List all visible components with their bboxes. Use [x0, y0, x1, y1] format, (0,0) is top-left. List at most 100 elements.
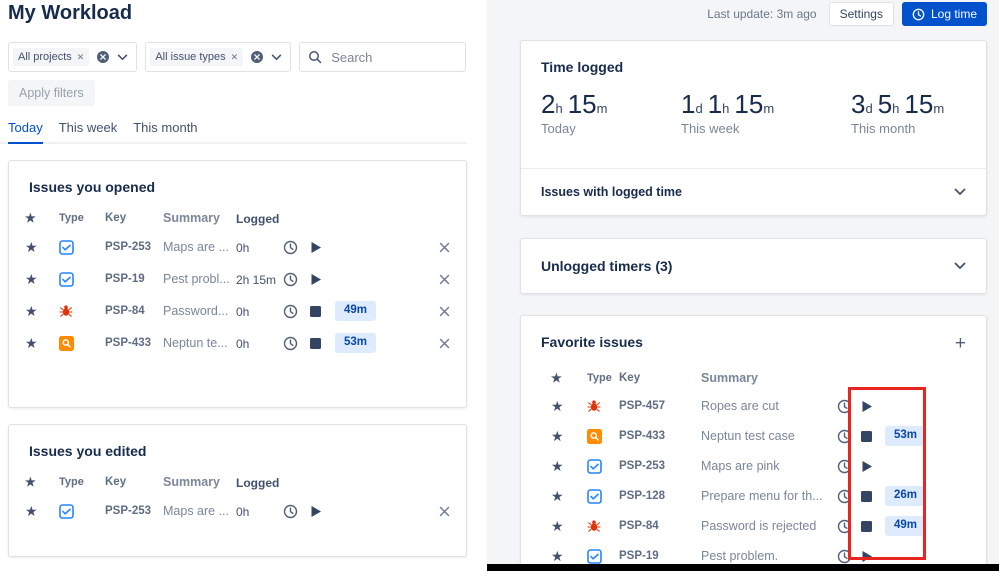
- favorite-star-button[interactable]: ★: [551, 549, 579, 563]
- favorite-star-button[interactable]: ★: [25, 336, 51, 350]
- chevron-down-icon[interactable]: [954, 262, 966, 270]
- favorite-star-button[interactable]: ★: [551, 399, 579, 413]
- dismiss-issue-button[interactable]: [439, 242, 450, 253]
- issue-key-link[interactable]: PSP-253: [105, 505, 152, 517]
- favorite-star-button[interactable]: ★: [25, 504, 51, 518]
- issue-type-cell: [51, 335, 93, 351]
- dismiss-issue-button[interactable]: [439, 306, 450, 317]
- favorite-issues-header: Favorite issues +: [521, 316, 986, 353]
- favorite-star-button[interactable]: ★: [551, 429, 579, 443]
- add-favorite-button[interactable]: +: [954, 333, 966, 354]
- log-time-icon-button[interactable]: [833, 399, 861, 414]
- log-time-icon-button[interactable]: [833, 429, 861, 444]
- stop-timer-button[interactable]: [310, 337, 335, 349]
- issue-type-cell: [579, 428, 613, 444]
- time-stat: 3d 5h 15m This month: [851, 89, 966, 136]
- favorite-issues-card: Favorite issues + ★ Type Key Summary ★ P…: [520, 315, 987, 567]
- settings-button[interactable]: Settings: [828, 2, 894, 26]
- timer-duration-badge: 53m: [335, 333, 377, 353]
- favorite-star-button[interactable]: ★: [551, 459, 579, 473]
- tab-today[interactable]: Today: [8, 120, 43, 144]
- log-time-icon-button[interactable]: [283, 304, 310, 319]
- projects-filter-chip[interactable]: All projects ✕: [13, 48, 90, 66]
- stop-timer-button[interactable]: [310, 305, 335, 317]
- dismiss-issue-button[interactable]: [439, 506, 450, 517]
- log-time-icon-button[interactable]: [283, 504, 310, 519]
- start-timer-button[interactable]: [310, 241, 335, 254]
- issue-key-link[interactable]: PSP-433: [619, 430, 666, 442]
- issue-types-filter-select[interactable]: All issue types ✕: [145, 42, 292, 72]
- chevron-down-icon[interactable]: [117, 54, 128, 61]
- unlogged-timers-card[interactable]: Unlogged timers (3): [520, 238, 987, 294]
- stop-timer-button[interactable]: [861, 430, 885, 442]
- issue-row: ★ PSP-433 Neptun test case 53m: [521, 421, 986, 451]
- projects-filter-select[interactable]: All projects ✕: [8, 42, 138, 72]
- stop-timer-button[interactable]: [861, 520, 885, 532]
- issue-types-filter-chip-label: All issue types: [155, 51, 226, 63]
- column-type: Type: [59, 212, 84, 224]
- start-timer-button[interactable]: [861, 400, 885, 413]
- issue-summary: Neptun test case: [701, 429, 795, 443]
- tab-this-month[interactable]: This month: [133, 120, 198, 135]
- log-time-icon-button[interactable]: [833, 519, 861, 534]
- issue-key-link[interactable]: PSP-457: [619, 400, 666, 412]
- log-time-button[interactable]: Log time: [901, 2, 987, 26]
- start-timer-button[interactable]: [861, 550, 885, 563]
- issues-with-logged-time-toggle[interactable]: Issues with logged time: [521, 168, 986, 215]
- clock-icon: [283, 304, 298, 318]
- favorite-star-button[interactable]: ★: [25, 240, 51, 254]
- apply-filters-button[interactable]: Apply filters: [8, 80, 95, 106]
- issue-key-link[interactable]: PSP-19: [105, 273, 145, 285]
- issues-opened-card: Issues you opened ★ Type Key Summary Log…: [8, 160, 467, 408]
- issue-key-link[interactable]: PSP-84: [105, 305, 145, 317]
- star-icon: ★: [551, 548, 564, 564]
- issue-summary: Maps are ...: [163, 240, 229, 254]
- log-time-icon-button[interactable]: [833, 549, 861, 564]
- left-panel: My Workload All projects ✕ All issue typ…: [0, 0, 487, 571]
- issues-opened-rows: ★ PSP-253 Maps are ... 0h ★ PSP-19 Pest p…: [9, 231, 466, 359]
- tab-this-week[interactable]: This week: [58, 120, 118, 135]
- log-time-icon-button[interactable]: [283, 336, 310, 351]
- favorite-star-button[interactable]: ★: [551, 489, 579, 503]
- timer-duration-badge: 26m: [885, 486, 927, 506]
- issue-key-link[interactable]: PSP-253: [105, 241, 152, 253]
- favorite-star-button[interactable]: ★: [25, 272, 51, 286]
- start-timer-button[interactable]: [310, 273, 335, 286]
- start-timer-button[interactable]: [310, 505, 335, 518]
- clock-icon: [283, 240, 298, 254]
- issuetype-task-icon: [59, 503, 74, 519]
- clear-filter-icon[interactable]: [96, 50, 110, 64]
- chip-remove-icon[interactable]: ✕: [230, 51, 239, 62]
- dismiss-issue-button[interactable]: [439, 274, 450, 285]
- issue-summary: Pest probl...: [163, 272, 230, 286]
- search-box[interactable]: [299, 42, 467, 72]
- issue-key-link[interactable]: PSP-84: [619, 520, 659, 532]
- log-time-icon-button[interactable]: [283, 272, 310, 287]
- chip-remove-icon[interactable]: ✕: [76, 51, 85, 62]
- issue-row: ★ PSP-253 Maps are ... 0h: [9, 495, 466, 527]
- favorite-star-button[interactable]: ★: [25, 304, 51, 318]
- bottom-bar: [487, 564, 999, 571]
- issue-key-link[interactable]: PSP-19: [619, 550, 659, 562]
- log-time-icon-button[interactable]: [833, 489, 861, 504]
- dismiss-issue-button[interactable]: [439, 338, 450, 349]
- timer-duration-cell: 49m: [885, 516, 955, 536]
- stop-timer-button[interactable]: [861, 490, 885, 502]
- issue-key-link[interactable]: PSP-253: [619, 460, 666, 472]
- issue-key-link[interactable]: PSP-433: [105, 337, 152, 349]
- issuetype-test-icon: [587, 428, 602, 444]
- time-stat: 1d 1h 15m This week: [681, 89, 851, 136]
- log-time-icon-button[interactable]: [833, 459, 861, 474]
- favorite-star-button[interactable]: ★: [551, 519, 579, 533]
- logged-value: 0h: [236, 241, 250, 256]
- issue-key-link[interactable]: PSP-128: [619, 490, 666, 502]
- issue-type-cell: [51, 271, 93, 287]
- chevron-down-icon[interactable]: [954, 188, 966, 196]
- start-timer-button[interactable]: [861, 460, 885, 473]
- chevron-down-icon[interactable]: [271, 54, 282, 61]
- search-input[interactable]: [329, 48, 458, 66]
- clear-filter-icon[interactable]: [250, 50, 264, 64]
- log-time-icon-button[interactable]: [283, 240, 310, 255]
- issue-types-filter-chip[interactable]: All issue types ✕: [150, 48, 244, 66]
- issuetype-task-icon: [59, 271, 74, 287]
